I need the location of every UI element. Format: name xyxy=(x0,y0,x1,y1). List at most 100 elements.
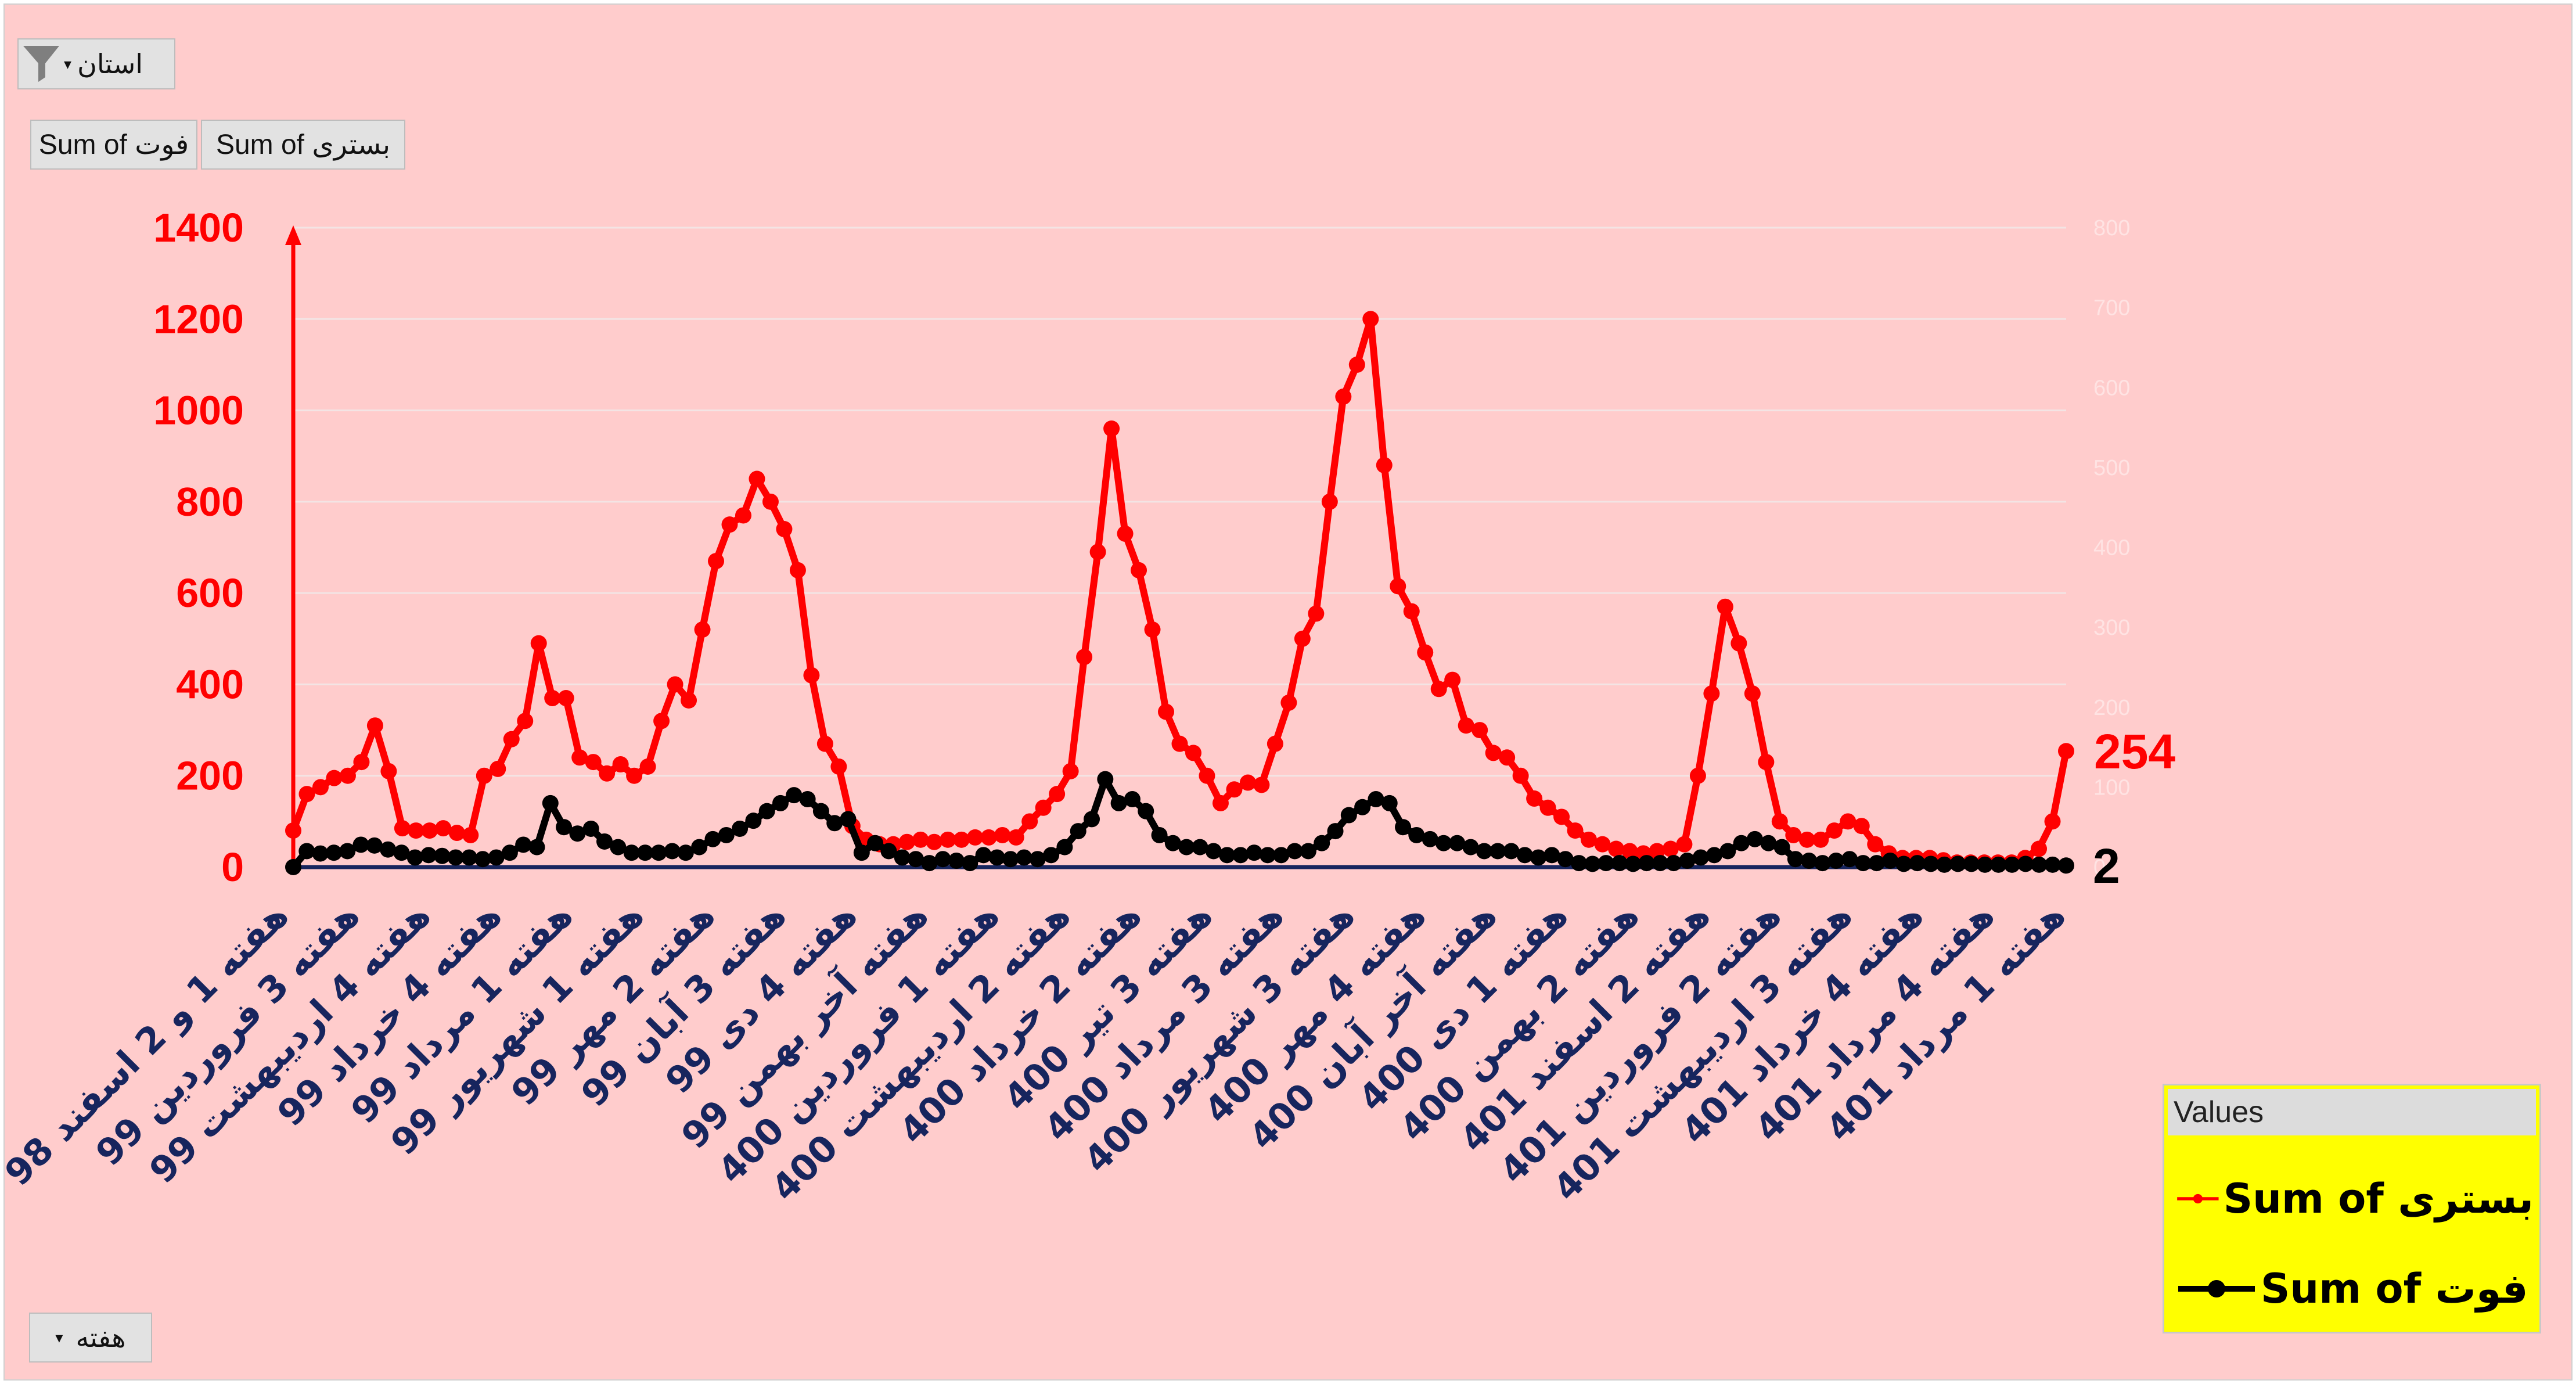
data-point xyxy=(1016,849,1032,866)
data-point xyxy=(1219,847,1236,864)
y-axis-tick-label: 200 xyxy=(176,753,244,799)
data-point xyxy=(1035,799,1052,816)
data-point xyxy=(1526,790,1543,807)
data-point xyxy=(1286,843,1303,860)
data-point xyxy=(530,635,547,652)
data-point xyxy=(1171,735,1188,752)
value-field-button-hospitalized[interactable]: Sum of بستری xyxy=(201,120,405,170)
data-point xyxy=(366,837,383,854)
legend-label: Sum of بستری xyxy=(2223,1175,2534,1223)
data-point xyxy=(460,849,477,866)
data-point xyxy=(1076,649,1093,666)
data-point xyxy=(853,844,870,861)
data-point xyxy=(1395,819,1412,836)
y-axis-arrow xyxy=(285,225,301,245)
data-point xyxy=(2058,743,2074,760)
data-point xyxy=(1097,771,1114,788)
y2-axis-tick-label: 300 xyxy=(2093,616,2130,640)
data-point xyxy=(1403,603,1420,620)
data-point xyxy=(1408,826,1425,843)
data-point xyxy=(880,843,897,860)
data-point xyxy=(366,717,383,734)
data-point xyxy=(1719,843,1736,860)
data-point xyxy=(1110,795,1127,811)
data-point xyxy=(1512,767,1529,784)
y-axis-tick-label: 0 xyxy=(221,844,244,890)
data-point xyxy=(2017,855,2034,872)
data-point xyxy=(490,760,506,777)
legend-item-deaths: Sum of فوت xyxy=(2176,1257,2534,1321)
data-point xyxy=(544,690,561,707)
data-point xyxy=(1089,544,1106,560)
data-point xyxy=(421,822,438,839)
value-field-button-deaths[interactable]: Sum of فوت xyxy=(30,120,197,170)
data-point xyxy=(542,795,559,811)
data-point xyxy=(1476,843,1492,860)
y-axis-tick-label: 1000 xyxy=(153,388,244,433)
y2-axis-tick-label: 500 xyxy=(2093,456,2130,480)
data-point xyxy=(1567,822,1584,839)
axis-field-button[interactable]: ▾ هفته xyxy=(29,1313,152,1363)
dropdown-arrow-icon: ▾ xyxy=(55,1328,63,1346)
data-point xyxy=(667,676,683,693)
data-point xyxy=(571,749,588,766)
data-point xyxy=(420,847,437,864)
y2-axis-tick-label: 600 xyxy=(2093,376,2130,400)
data-point xyxy=(1571,855,1588,872)
data-point xyxy=(1376,456,1393,473)
data-point xyxy=(1178,839,1195,855)
data-point xyxy=(2044,813,2061,830)
data-point xyxy=(1868,855,1885,872)
data-point xyxy=(1458,717,1474,734)
data-point xyxy=(2003,856,2020,873)
filter-field-button[interactable]: ▾ استان xyxy=(17,38,175,89)
data-point xyxy=(528,839,545,855)
data-point xyxy=(626,767,643,784)
data-point xyxy=(1840,813,1857,830)
legend-title: Values xyxy=(2168,1089,2536,1135)
data-point xyxy=(515,836,532,853)
data-point xyxy=(758,803,775,819)
data-point xyxy=(285,859,301,875)
data-point xyxy=(1490,843,1506,860)
y2-axis-tick-label: 0 xyxy=(2093,855,2106,880)
data-point xyxy=(967,829,984,846)
data-point xyxy=(867,835,884,851)
filter-field-label: استان xyxy=(77,49,143,79)
data-point xyxy=(894,849,911,866)
y2-axis-tick-label: 400 xyxy=(2093,536,2130,560)
end-data-label: 254 xyxy=(2094,724,2175,779)
data-point xyxy=(1417,644,1434,661)
data-point xyxy=(285,822,301,839)
data-point xyxy=(1516,847,1533,864)
y2-axis-tick-label: 100 xyxy=(2093,775,2130,800)
data-point xyxy=(325,844,342,861)
data-point xyxy=(1131,562,1147,578)
data-point xyxy=(1584,855,1601,872)
data-point xyxy=(681,692,697,709)
data-point xyxy=(1049,786,1066,803)
data-point xyxy=(1062,763,1079,779)
data-point xyxy=(677,844,694,861)
data-point xyxy=(921,855,938,872)
data-point xyxy=(1827,852,1844,869)
data-point xyxy=(448,825,465,842)
data-point xyxy=(812,803,829,819)
legend-marker-red xyxy=(2177,1194,2219,1204)
data-point xyxy=(1703,685,1720,702)
data-point xyxy=(1679,852,1696,869)
data-point xyxy=(1706,847,1723,864)
y-axis-tick-label: 800 xyxy=(176,479,244,524)
data-point xyxy=(1444,671,1461,688)
data-point xyxy=(1472,722,1488,739)
data-point xyxy=(435,820,452,837)
data-point xyxy=(380,841,397,858)
data-point xyxy=(732,820,749,837)
data-point xyxy=(948,852,965,869)
data-point xyxy=(1117,525,1134,542)
data-point xyxy=(934,851,951,868)
data-point xyxy=(503,731,520,747)
data-point xyxy=(298,786,315,803)
data-point xyxy=(1662,840,1679,857)
